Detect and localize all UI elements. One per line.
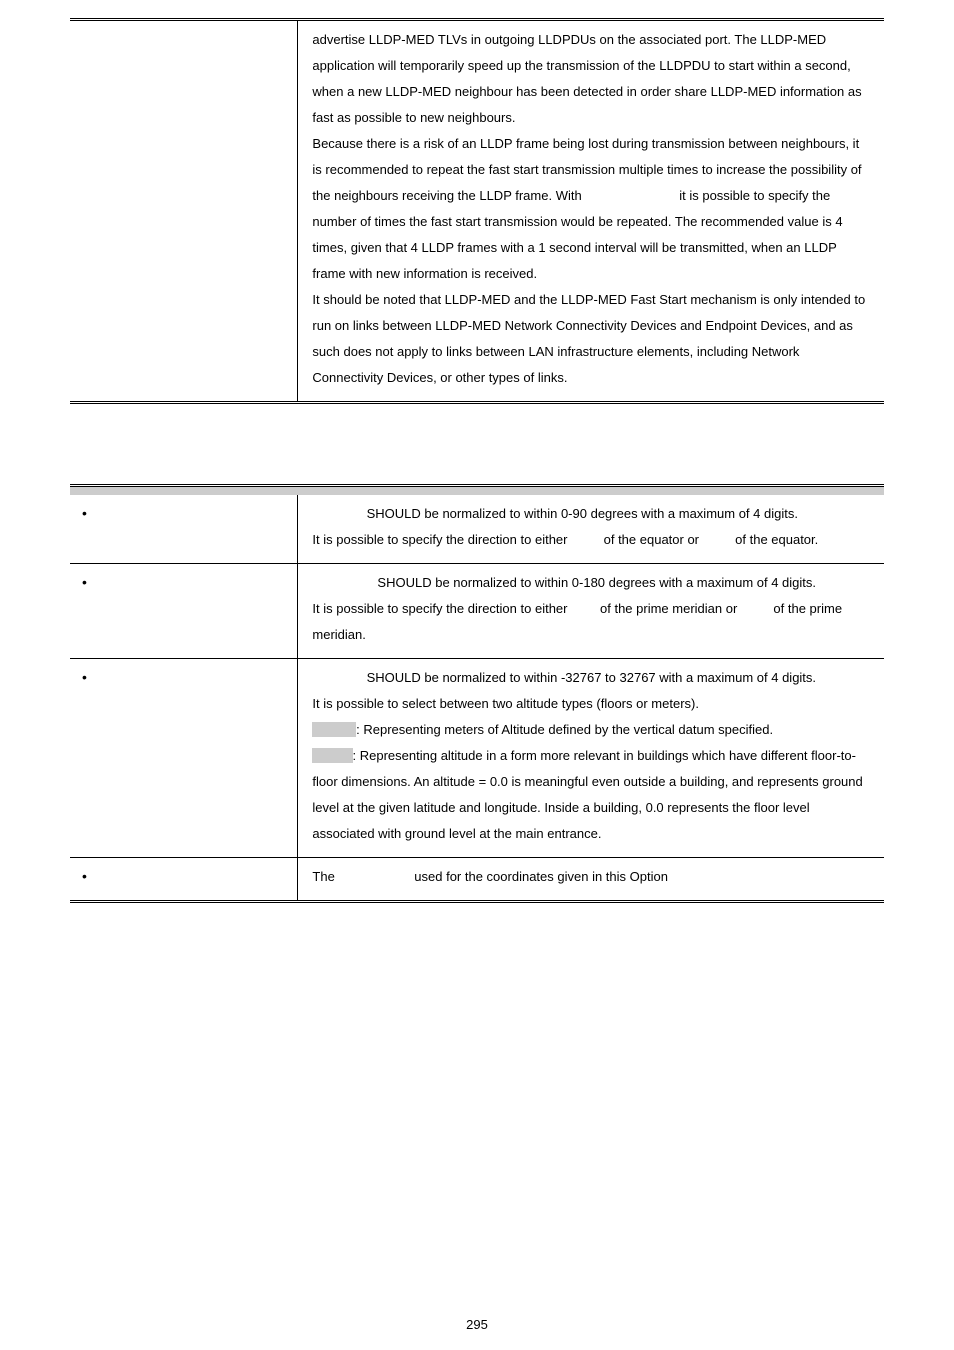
cell-content: advertise LLDP-MED TLVs in outgoing LLDP… xyxy=(298,20,884,403)
header-cell xyxy=(298,486,884,496)
text-span: SHOULD be normalized to within -32767 to… xyxy=(363,670,816,685)
spacer xyxy=(70,404,884,484)
cell-label xyxy=(70,20,298,403)
table-row: advertise LLDP-MED TLVs in outgoing LLDP… xyxy=(70,20,884,403)
text-span: : Representing altitude in a form more r… xyxy=(312,748,862,841)
paragraph: It is possible to specify the direction … xyxy=(312,596,870,648)
paragraph: SHOULD be normalized to within -32767 to… xyxy=(312,665,870,691)
text-span: of the prime meridian or xyxy=(596,601,741,616)
paragraph: SHOULD be normalized to within 0-90 degr… xyxy=(312,501,870,527)
table-row: SHOULD be normalized to within 0-90 degr… xyxy=(70,495,884,564)
placeholder xyxy=(338,869,410,884)
table-faststart: advertise LLDP-MED TLVs in outgoing LLDP… xyxy=(70,18,884,404)
cell-content: SHOULD be normalized to within -32767 to… xyxy=(298,659,884,858)
table-header-row xyxy=(70,486,884,496)
text-span: : Representing meters of Altitude define… xyxy=(356,722,773,737)
text-span: It is possible to specify the direction … xyxy=(312,532,571,547)
paragraph: The used for the coordinates given in th… xyxy=(312,864,870,890)
page: advertise LLDP-MED TLVs in outgoing LLDP… xyxy=(0,0,954,1350)
paragraph: : Representing altitude in a form more r… xyxy=(312,743,870,847)
placeholder xyxy=(312,506,363,521)
placeholder xyxy=(312,670,363,685)
paragraph: : Representing meters of Altitude define… xyxy=(312,717,870,743)
table-coordinates: SHOULD be normalized to within 0-90 degr… xyxy=(70,484,884,903)
cell-label xyxy=(70,858,298,902)
text-span: The xyxy=(312,869,338,884)
paragraph: It should be noted that LLDP-MED and the… xyxy=(312,287,870,391)
highlight-meters xyxy=(312,722,356,737)
cell-content: SHOULD be normalized to within 0-90 degr… xyxy=(298,495,884,564)
cell-label xyxy=(70,659,298,858)
cell-label xyxy=(70,564,298,659)
highlight-floors xyxy=(312,748,352,763)
text-span: SHOULD be normalized to within 0-90 degr… xyxy=(363,506,798,521)
text-span: It is possible to specify the direction … xyxy=(312,601,571,616)
cell-content: The used for the coordinates given in th… xyxy=(298,858,884,902)
paragraph: It is possible to specify the direction … xyxy=(312,527,870,553)
placeholder xyxy=(585,188,675,203)
page-number: 295 xyxy=(0,1312,954,1338)
placeholder xyxy=(703,532,732,547)
placeholder xyxy=(571,532,600,547)
placeholder xyxy=(312,575,373,590)
placeholder xyxy=(741,601,770,616)
text-span: of the equator. xyxy=(732,532,819,547)
cell-label xyxy=(70,495,298,564)
paragraph: advertise LLDP-MED TLVs in outgoing LLDP… xyxy=(312,27,870,131)
paragraph: Because there is a risk of an LLDP frame… xyxy=(312,131,870,287)
placeholder xyxy=(571,601,596,616)
table-row: SHOULD be normalized to within -32767 to… xyxy=(70,659,884,858)
table-row: SHOULD be normalized to within 0-180 deg… xyxy=(70,564,884,659)
paragraph: It is possible to select between two alt… xyxy=(312,691,870,717)
paragraph: SHOULD be normalized to within 0-180 deg… xyxy=(312,570,870,596)
cell-content: SHOULD be normalized to within 0-180 deg… xyxy=(298,564,884,659)
table-row: The used for the coordinates given in th… xyxy=(70,858,884,902)
text-span: used for the coordinates given in this O… xyxy=(411,869,668,884)
text-span: SHOULD be normalized to within 0-180 deg… xyxy=(374,575,816,590)
text-span: of the equator or xyxy=(600,532,703,547)
header-cell xyxy=(70,486,298,496)
